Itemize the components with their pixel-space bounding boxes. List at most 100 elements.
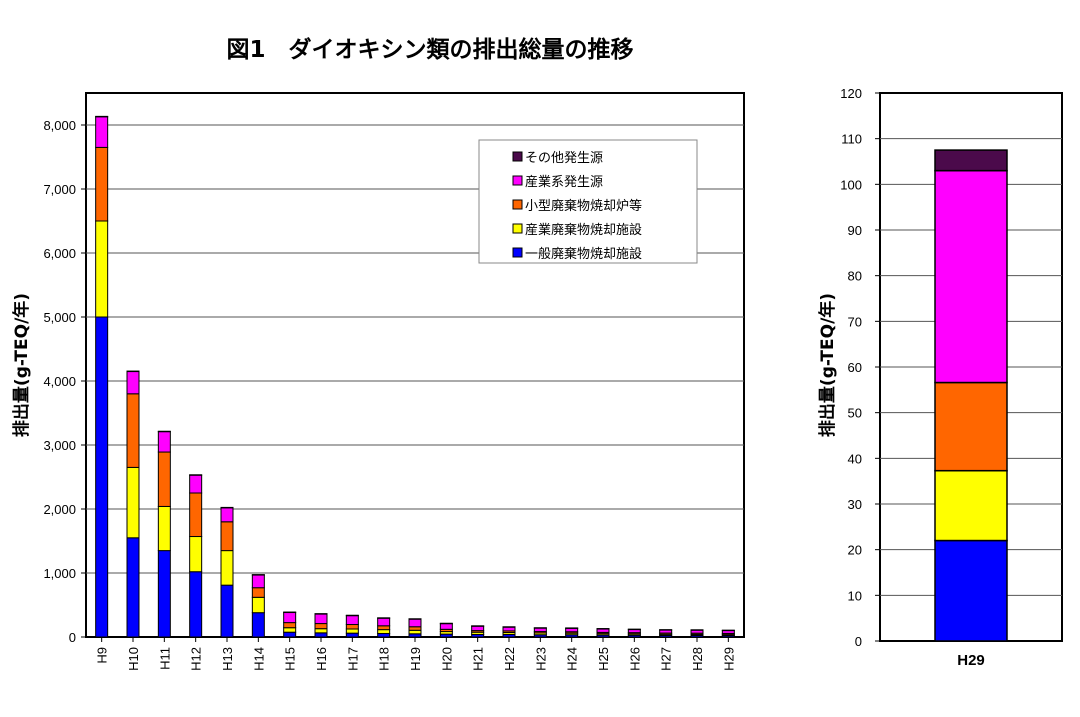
bar-segment	[95, 115, 109, 118]
bar-segment	[220, 507, 234, 523]
legend-swatch	[512, 199, 523, 210]
bar-segment	[126, 370, 140, 395]
bar-segment	[314, 632, 328, 638]
y-tick-label: 2,000	[43, 502, 76, 517]
y-tick-label: 110	[841, 132, 862, 147]
x-tick-label: H28	[690, 647, 705, 671]
bar-segment	[126, 537, 140, 638]
x-tick-label: H18	[377, 647, 392, 671]
bar-segment	[157, 430, 171, 433]
x-tick-label: H17	[345, 647, 360, 671]
legend-label: 産業系発生源	[525, 174, 603, 190]
y-tick-label: 50	[848, 406, 862, 421]
bar-segment	[189, 571, 203, 638]
bar-segment	[220, 584, 234, 638]
bar-segment	[251, 574, 265, 576]
bar-segment	[251, 596, 265, 614]
y-tick-label: 20	[848, 543, 862, 558]
bar-segment	[345, 624, 359, 630]
bar-segment	[377, 632, 391, 638]
legend-swatch	[512, 175, 523, 186]
bar-segment	[126, 370, 140, 373]
bar-segment	[251, 574, 265, 589]
bar-segment	[157, 451, 171, 507]
bar-segment	[220, 550, 234, 586]
legend-label: 一般廃棄物焼却施設	[525, 246, 642, 262]
y-tick-label: 40	[848, 451, 862, 466]
y-tick-label: 30	[848, 497, 862, 512]
y-tick-label: 3,000	[43, 438, 76, 453]
bar-segment	[314, 613, 328, 615]
bar-segment	[934, 381, 1008, 472]
bar-segment	[377, 617, 391, 627]
x-tick-label: H11	[157, 647, 172, 670]
x-tick-label: H13	[220, 647, 235, 671]
legend-swatch	[512, 223, 523, 234]
bar-segment	[189, 536, 203, 573]
legend-swatch	[512, 247, 523, 258]
bar-segment	[283, 611, 297, 624]
bar-segment	[345, 614, 359, 617]
bar-segment	[157, 505, 171, 552]
legend-label: 産業廃棄物焼却施設	[525, 222, 642, 238]
bar-segment	[408, 626, 422, 631]
y-tick-label: 80	[848, 269, 862, 284]
y-tick-label: 10	[848, 588, 862, 603]
bar-segment	[439, 622, 453, 625]
bar-segment	[377, 625, 391, 631]
x-tick-label: H21	[471, 647, 486, 671]
legend-swatch	[512, 151, 523, 162]
bar-segment	[157, 431, 171, 453]
bar-segment	[345, 632, 359, 638]
bar-segment	[721, 629, 735, 632]
x-tick-label: H10	[126, 647, 141, 671]
legend-label: その他発生源	[525, 151, 603, 166]
x-tick-label: H29	[721, 647, 736, 671]
y-tick-label: 70	[848, 314, 862, 329]
bar-segment	[189, 474, 203, 494]
bar-segment	[95, 220, 109, 318]
bar-segment	[934, 149, 1008, 172]
bar-segment	[471, 625, 485, 627]
y-tick-label: 6,000	[43, 246, 76, 261]
bar-segment	[251, 587, 265, 598]
bar-segment	[189, 492, 203, 538]
x-tick-label: H15	[283, 647, 298, 671]
x-tick-label: H27	[659, 647, 674, 671]
y-tick-label: 5,000	[43, 310, 76, 325]
bar-segment	[690, 629, 704, 631]
bar-segment	[314, 628, 328, 634]
y-tick-label: 120	[840, 86, 862, 101]
bar-segment	[565, 627, 579, 629]
bar-segment	[934, 539, 1008, 642]
x-tick-label: H19	[408, 647, 423, 671]
bar-segment	[533, 627, 547, 629]
bar-segment	[314, 613, 328, 625]
bar-segment	[283, 631, 297, 638]
bar-segment	[596, 628, 610, 630]
bar-segment	[95, 316, 109, 638]
bar-segment	[934, 169, 1008, 384]
x-tick-label: H25	[596, 647, 611, 671]
y-tick-label: 0	[855, 634, 862, 649]
legend-label: 小型廃棄物焼却炉等	[525, 198, 642, 214]
bar-segment	[95, 146, 109, 222]
bar-segment	[126, 393, 140, 468]
bar-segment	[502, 626, 516, 628]
bar-segment	[95, 116, 109, 148]
bar-segment	[627, 628, 641, 631]
y-tick-label: 7,000	[43, 182, 76, 197]
bar-segment	[251, 612, 265, 638]
inset-y-axis-label: 排出量(g-TEQ/年)	[817, 293, 838, 437]
y-tick-label: 90	[848, 223, 862, 238]
bar-segment	[408, 618, 422, 620]
x-tick-label: H23	[533, 647, 548, 671]
figure-title: 図1 ダイオキシン類の排出総量の推移	[226, 37, 634, 63]
bar-segment	[314, 623, 328, 630]
bar-segment	[220, 506, 234, 509]
x-tick-label: H29	[957, 652, 985, 669]
bar-segment	[408, 629, 422, 635]
x-tick-label: H22	[502, 647, 517, 671]
